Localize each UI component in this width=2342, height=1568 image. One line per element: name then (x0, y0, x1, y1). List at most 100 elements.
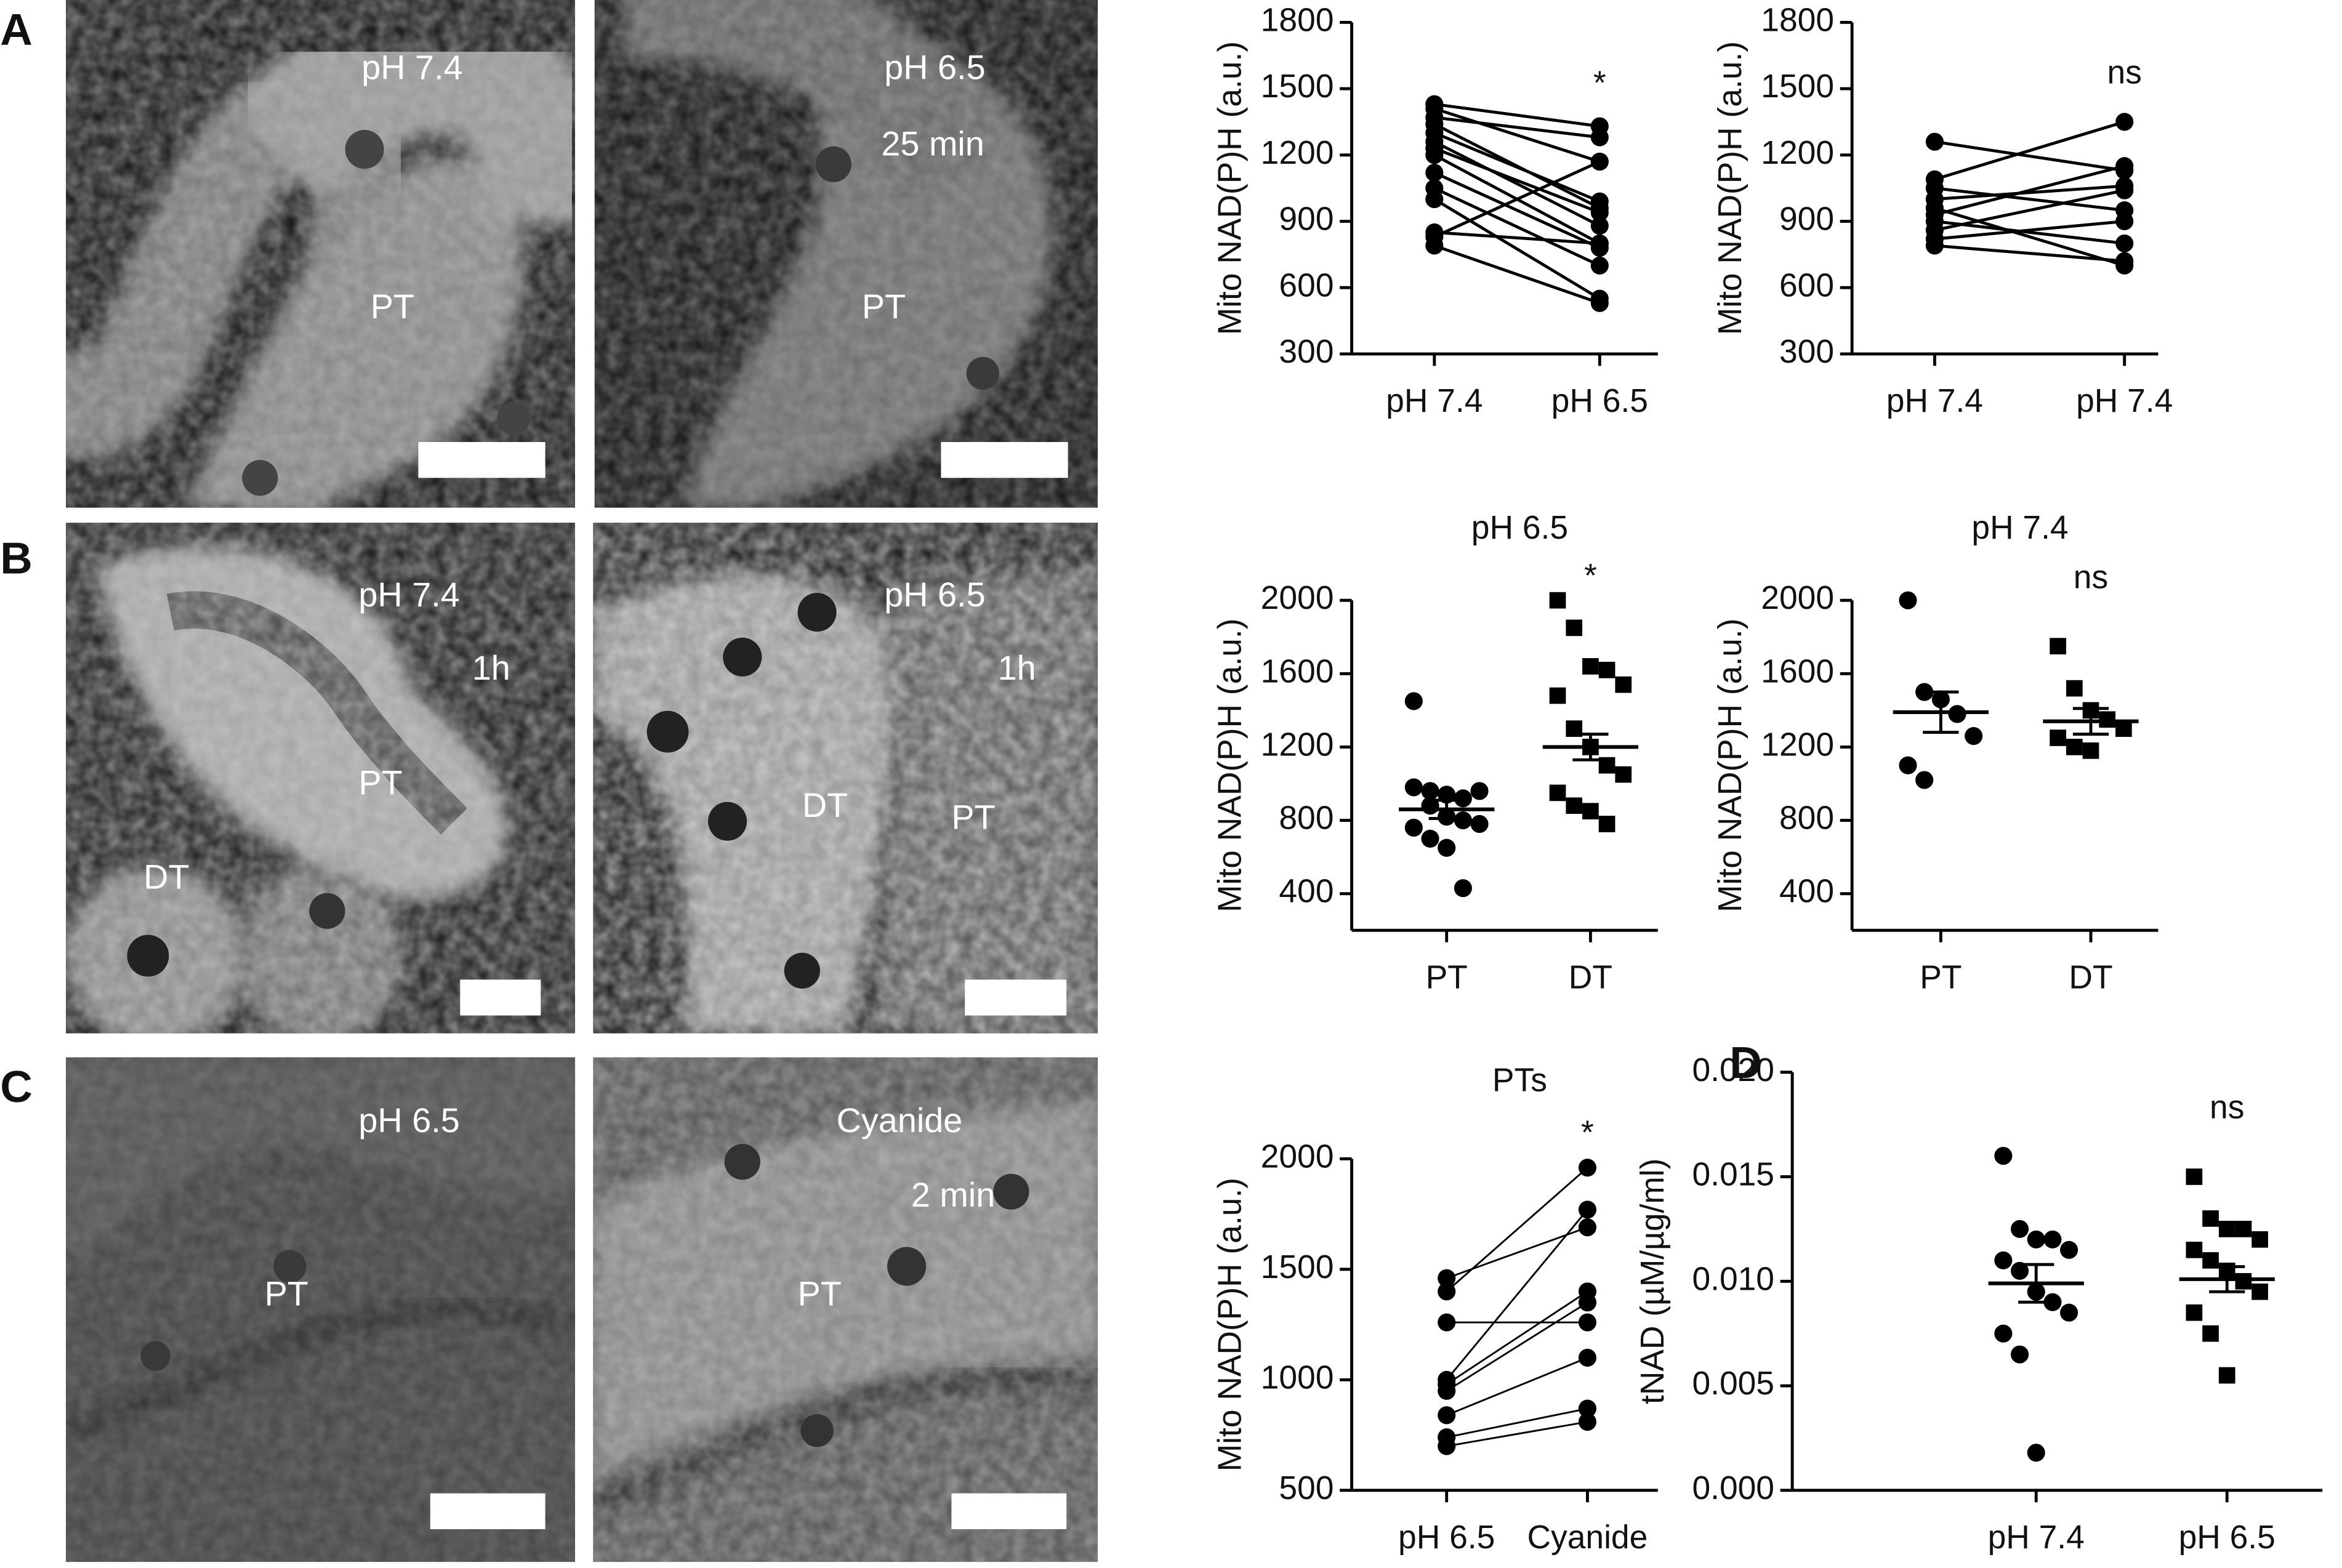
y-tick-label: 1800 (1261, 2, 1334, 38)
data-point (2202, 1210, 2219, 1227)
panel-label: C (0, 1062, 33, 1112)
data-point (1549, 687, 1566, 704)
y-tick-label: 300 (1779, 334, 1834, 370)
image-label: PT (265, 1274, 308, 1313)
data-point (2010, 1220, 2029, 1238)
annotation: * (1581, 1115, 1594, 1151)
data-point (2202, 1325, 2219, 1342)
data-point (1578, 1348, 1596, 1367)
data-point (1590, 153, 1609, 171)
data-point (2251, 1283, 2268, 1300)
x-tick-label: pH 7.4 (2076, 383, 2173, 419)
y-tick-label: 1000 (1261, 1359, 1334, 1396)
y-tick-label: 0.010 (1692, 1261, 1774, 1297)
y-axis-label: Mito NAD(P)H (a.u.) (1212, 1178, 1249, 1471)
annotation: ns (2210, 1089, 2244, 1125)
data-point (1578, 1413, 1596, 1431)
data-point (1549, 784, 1566, 802)
data-point (1425, 163, 1444, 182)
data-point (1454, 789, 1472, 808)
y-tick-label: 600 (1779, 267, 1834, 304)
x-tick-label: PT (1426, 959, 1468, 995)
data-point (1899, 591, 1917, 609)
data-point (2050, 730, 2066, 746)
data-point (1438, 1406, 1456, 1425)
y-tick-label: 800 (1279, 800, 1334, 837)
image-label: pH 6.5 (884, 48, 985, 87)
data-point (1590, 256, 1609, 275)
pair-line (1446, 1301, 1588, 1392)
x-tick-label: PT (1920, 959, 1962, 995)
data-point (1404, 778, 1423, 797)
image-label: PT (358, 763, 402, 802)
pair-line (1433, 171, 1601, 249)
image-label: PT (862, 287, 906, 326)
y-tick-label: 1500 (1761, 68, 1834, 105)
data-point (1566, 619, 1583, 637)
y-tick-label: 900 (1279, 201, 1334, 238)
pair-line (1433, 147, 1601, 214)
y-tick-label: 1800 (1761, 2, 1834, 38)
data-point (1454, 879, 1472, 898)
data-point (1590, 203, 1609, 222)
x-tick-label: pH 7.4 (1988, 1519, 2085, 1556)
data-point (2218, 1221, 2235, 1237)
y-tick-label: 1200 (1761, 726, 1834, 763)
data-point (2060, 1303, 2078, 1322)
pair-line (1434, 231, 1600, 245)
data-point (2235, 1221, 2252, 1237)
data-point (1590, 294, 1609, 312)
data-point (1454, 811, 1472, 830)
y-tick-label: 2000 (1761, 580, 1834, 616)
data-point (2186, 1241, 2203, 1258)
y-tick-label: 0.005 (1692, 1365, 1774, 1402)
pair-line (1433, 244, 1601, 305)
micrograph (593, 1057, 1098, 1562)
pair-line (1433, 131, 1601, 203)
pair-line (1934, 187, 2125, 212)
micrograph (594, 0, 1098, 508)
micrograph (65, 523, 576, 1034)
data-point (1578, 1313, 1596, 1332)
data-point (2115, 252, 2134, 270)
y-tick-label: 400 (1279, 874, 1334, 910)
data-point (1965, 726, 1983, 746)
image-label: pH 7.4 (361, 48, 462, 87)
data-point (2115, 234, 2134, 252)
y-axis-label: Mito NAD(P)H (a.u.) (1712, 619, 1748, 912)
y-tick-label: 500 (1279, 1470, 1334, 1506)
pair-line (1934, 164, 2125, 217)
data-point (2010, 1345, 2029, 1364)
annotation: ns (2107, 54, 2142, 90)
y-tick-label: 1600 (1761, 653, 1834, 690)
pair-line (1434, 102, 1600, 128)
image-label: pH 7.4 (358, 575, 459, 614)
data-point (2186, 1304, 2203, 1321)
data-point (2066, 680, 2083, 697)
image-label: 1h (998, 648, 1036, 687)
y-axis-label: Mito NAD(P)H (a.u.) (1712, 41, 1748, 335)
data-point (1899, 756, 1917, 774)
data-point (1615, 766, 1632, 783)
y-tick-label: 2000 (1261, 1138, 1334, 1175)
image-label: 2 min (911, 1175, 995, 1214)
pair-line (1433, 187, 1601, 267)
data-point (1404, 692, 1423, 710)
pair-line (1934, 206, 2125, 267)
data-point (1425, 146, 1444, 164)
y-tick-label: 1600 (1261, 653, 1334, 690)
y-tick-label: 600 (1279, 267, 1334, 304)
pair-line (1446, 1421, 1588, 1447)
y-tick-label: 800 (1779, 800, 1834, 837)
pair-line (1934, 184, 2125, 201)
data-point (1598, 661, 1616, 678)
y-tick-label: 400 (1779, 874, 1834, 910)
data-point (1470, 782, 1489, 800)
data-point (2115, 181, 2134, 199)
data-point (1438, 1269, 1456, 1287)
y-tick-label: 1500 (1261, 1249, 1334, 1285)
image-label: PT (371, 287, 414, 326)
chart-title: pH 7.4 (1971, 510, 2068, 546)
data-point (1549, 592, 1566, 609)
